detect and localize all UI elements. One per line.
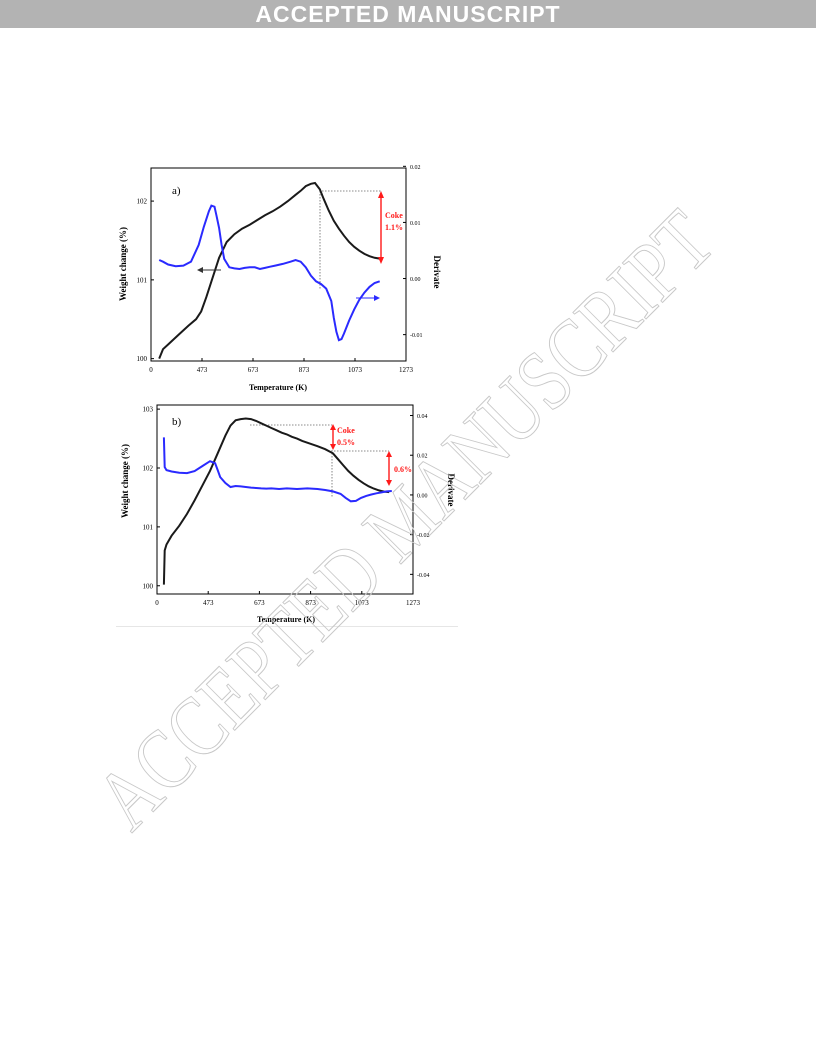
y2-tick-label: -0.01 [410, 333, 423, 339]
panel-b-y2-axis: -0.04 -0.02 0.00 0.02 0.04 [410, 414, 430, 579]
x-tick-label: 873 [305, 599, 316, 607]
accepted-manuscript-banner: ACCEPTED MANUSCRIPT [0, 0, 816, 28]
y2-tick-label: 0.02 [410, 165, 421, 171]
panel-a-label: a) [172, 185, 181, 197]
panel-a-x-axis: 473 673 873 1073 1273 0 [149, 358, 414, 374]
y2-tick-label: 0.04 [417, 414, 428, 420]
y-tick-label: 102 [137, 198, 148, 206]
y2-tick-label: -0.04 [417, 573, 430, 579]
panel-a-weight-curve [158, 181, 380, 359]
banner-text: ACCEPTED MANUSCRIPT [255, 1, 561, 27]
x-tick-label: 473 [197, 366, 208, 374]
y2-tick-label: 0.02 [417, 454, 428, 460]
y2-tick-label: -0.02 [417, 533, 430, 539]
panel-a-y-axis: 100 101 102 [137, 198, 154, 363]
x-tick-label: 1073 [355, 599, 370, 607]
panel-b-residual-arrow [386, 451, 392, 486]
panel-b-plot-frame [156, 404, 414, 595]
x-tick-label: 673 [254, 599, 265, 607]
x-tick-label: 473 [203, 599, 214, 607]
panel-b-label: b) [172, 416, 182, 428]
y-tick-label: 103 [143, 406, 154, 414]
panel-b-coke-value: 0.5% [337, 438, 355, 447]
panel-a-derivative-curve [158, 204, 381, 342]
x-tick-label: 0 [149, 366, 153, 374]
y-tick-label: 100 [137, 355, 148, 363]
panel-b-coke-label: Coke [337, 426, 355, 435]
x-tick-label: 673 [248, 366, 259, 374]
x-tick-label: 1273 [406, 599, 421, 607]
panel-b-y2label: Derivate [446, 474, 456, 507]
x-tick-label: 1273 [399, 366, 414, 374]
panel-b-ylabel: Weight change (%) [120, 444, 130, 518]
y-tick-label: 100 [143, 582, 154, 590]
panel-b-xlabel: Temperature (K) [257, 615, 315, 624]
panel-a-left-arrow [197, 267, 221, 273]
x-tick-label: 1073 [348, 366, 363, 374]
panel-a-y2label: Derivate [432, 256, 442, 289]
y-tick-label: 102 [143, 465, 154, 473]
y2-tick-label: 0.00 [410, 277, 421, 283]
panel-a-right-arrow [356, 295, 380, 301]
x-tick-label: 873 [299, 366, 310, 374]
x-tick-label: 0 [155, 599, 159, 607]
panel-b-x-axis: 473 673 873 1073 1273 0 [155, 591, 421, 607]
panel-a-y2-axis: -0.01 0.00 0.01 0.02 [403, 165, 423, 339]
panel-a-ylabel: Weight change (%) [118, 227, 128, 301]
panel-a-coke-arrow [378, 191, 384, 264]
panel-a-chart: 473 673 873 1073 1273 0 100 101 102 -0.01 0.00 0.… [118, 165, 442, 392]
panel-a-coke-value: 1.1% [385, 223, 403, 232]
y-tick-label: 101 [137, 276, 148, 284]
y-tick-label: 101 [143, 523, 154, 531]
panel-a-xlabel: Temperature (K) [249, 383, 307, 392]
panel-a-plot-frame [150, 167, 407, 362]
panel-a-coke-label: Coke [385, 211, 403, 220]
figure-bottom-rule [116, 626, 458, 627]
y2-tick-label: 0.01 [410, 221, 421, 227]
panel-b-derivative-curve [162, 437, 392, 503]
panel-b-weight-curve [162, 417, 390, 585]
panel-b-y-axis: 100 101 102 103 [143, 406, 160, 590]
y2-tick-label: 0.00 [417, 493, 428, 499]
panel-b-residual-value: 0.6% [394, 465, 412, 474]
panel-b-coke-arrow [330, 424, 336, 450]
